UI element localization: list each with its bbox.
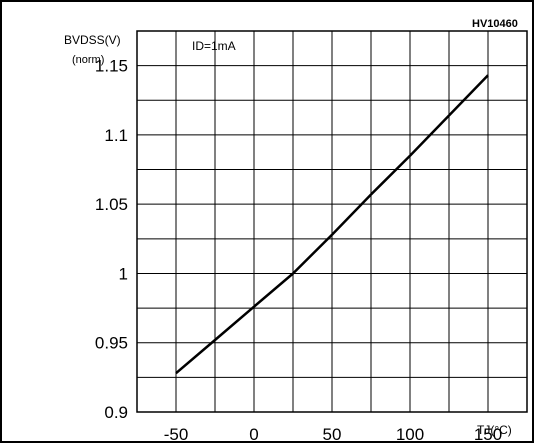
grid	[137, 31, 527, 412]
figure-id: HV10460	[472, 18, 518, 30]
y-axis-label: BVDSS(V)	[64, 33, 121, 47]
x-tick-label: 50	[323, 425, 342, 443]
y-tick-label: 1.05	[95, 195, 128, 214]
y-tick-labels: 0.9 0.95 1 1.05 1.1 1.15	[95, 57, 128, 422]
x-tick-label: -50	[164, 425, 189, 443]
y-tick-label: 0.95	[95, 334, 128, 353]
x-tick-labels: -50 0 50 100 150	[164, 425, 502, 444]
y-axis-label-sub: (norm)	[72, 54, 104, 66]
annotation: ID=1mA	[192, 39, 236, 53]
x-tick-label: 150	[474, 425, 502, 443]
x-axis-label: TJ(°C)	[477, 423, 512, 437]
x-tick-label: 100	[396, 425, 424, 443]
x-tick-label: 0	[249, 425, 258, 443]
series-line-0	[175, 74, 489, 375]
y-tick-label: 1.15	[95, 57, 128, 76]
y-tick-label: 0.9	[104, 403, 128, 422]
y-tick-label: 1.1	[104, 126, 128, 145]
y-tick-label: 1	[119, 264, 128, 283]
series-layer	[175, 74, 489, 375]
